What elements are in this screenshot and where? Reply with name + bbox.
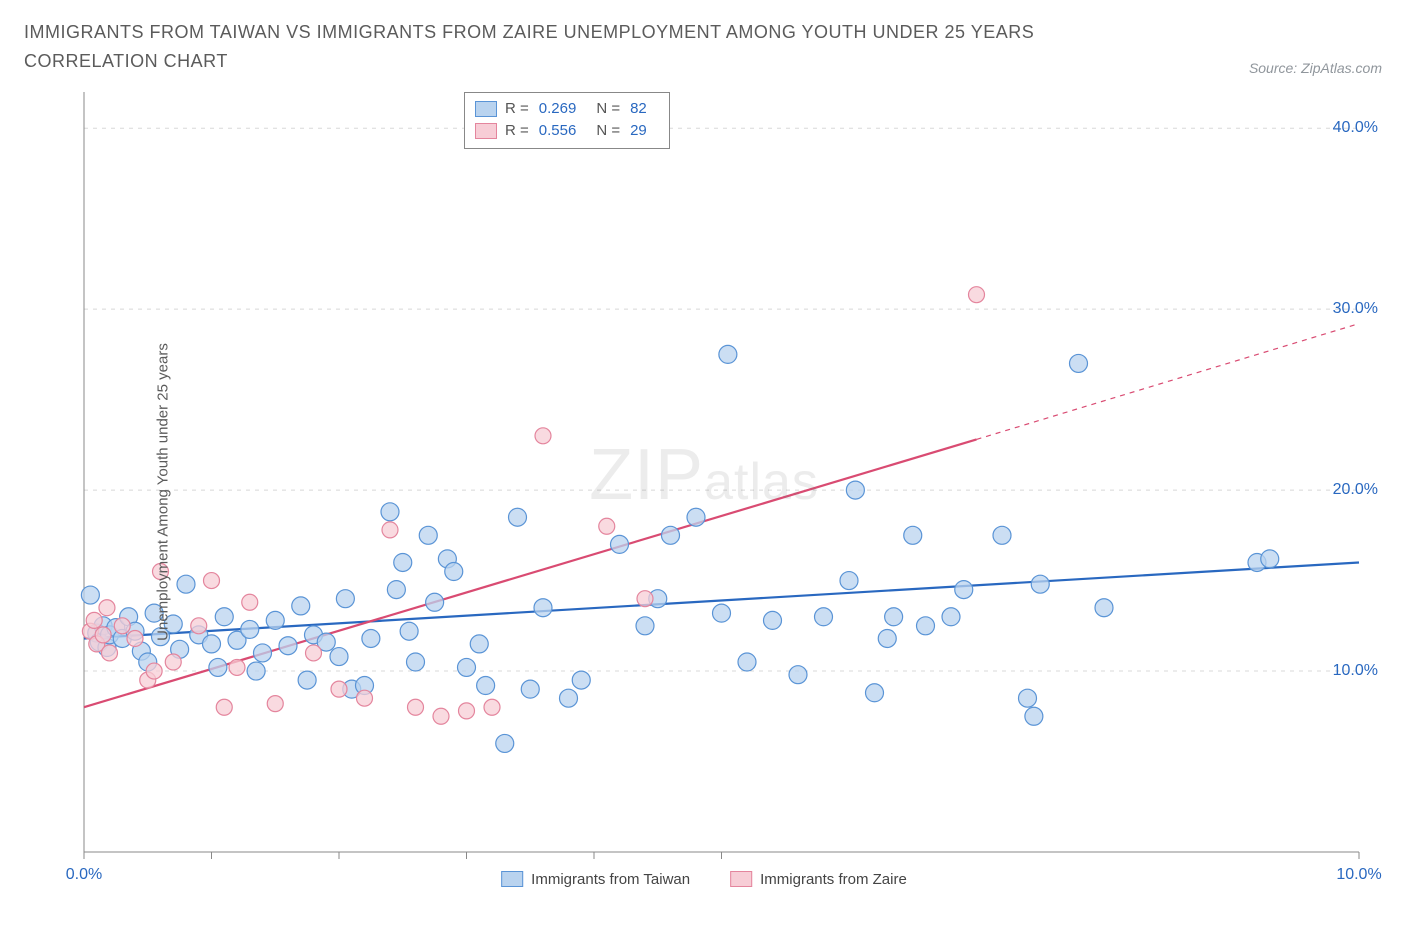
y-tick-label: 10.0% — [1333, 662, 1378, 680]
r-value: 0.269 — [539, 98, 577, 121]
legend-swatch — [730, 871, 752, 887]
y-tick-label: 40.0% — [1333, 119, 1378, 137]
y-tick-label: 30.0% — [1333, 300, 1378, 318]
y-axis-label: Unemployment Among Youth under 25 years — [154, 343, 171, 641]
r-label: R = — [505, 120, 529, 143]
scatter-plot — [24, 82, 1384, 902]
legend-item: Immigrants from Taiwan — [501, 871, 690, 888]
source-attribution: Source: ZipAtlas.com — [1249, 60, 1382, 76]
correlation-legend: R = 0.269 N = 82 R = 0.556 N = 29 — [464, 92, 670, 149]
x-tick-label: 0.0% — [66, 866, 102, 884]
legend-label: Immigrants from Taiwan — [531, 871, 690, 888]
x-tick-label: 10.0% — [1336, 866, 1381, 884]
y-tick-label: 20.0% — [1333, 481, 1378, 499]
legend-row: R = 0.556 N = 29 — [475, 120, 659, 143]
legend-swatch — [475, 101, 497, 117]
n-label: N = — [596, 98, 620, 121]
r-value: 0.556 — [539, 120, 577, 143]
legend-swatch — [475, 123, 497, 139]
legend-swatch — [501, 871, 523, 887]
legend-item: Immigrants from Zaire — [730, 871, 907, 888]
n-label: N = — [596, 120, 620, 143]
chart-container: Unemployment Among Youth under 25 years … — [24, 82, 1384, 902]
legend-label: Immigrants from Zaire — [760, 871, 907, 888]
legend-row: R = 0.269 N = 82 — [475, 98, 659, 121]
n-value: 29 — [630, 120, 647, 143]
n-value: 82 — [630, 98, 647, 121]
chart-title: IMMIGRANTS FROM TAIWAN VS IMMIGRANTS FRO… — [24, 18, 1124, 76]
series-legend: Immigrants from Taiwan Immigrants from Za… — [501, 871, 907, 888]
r-label: R = — [505, 98, 529, 121]
